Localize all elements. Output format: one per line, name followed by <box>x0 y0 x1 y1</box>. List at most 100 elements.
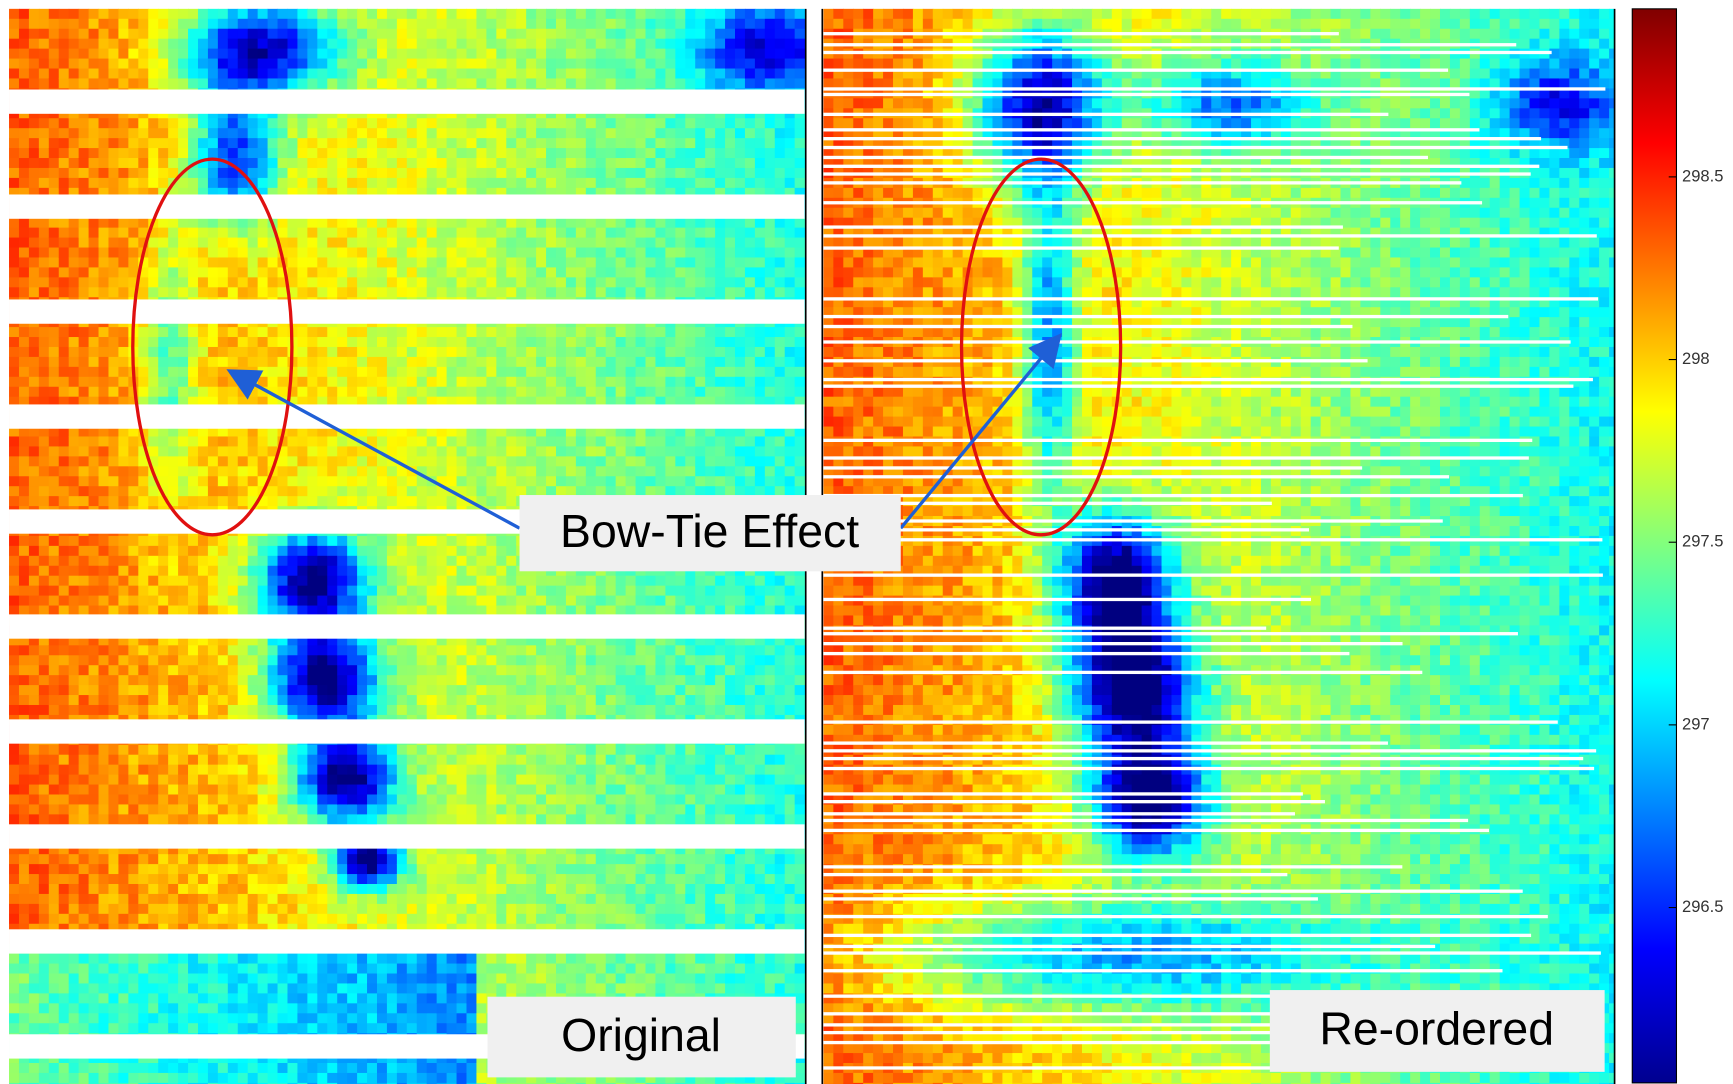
heatmap-cell <box>218 974 228 984</box>
heatmap-cell <box>287 1013 297 1023</box>
heatmap-cell <box>337 466 347 476</box>
heatmap-cell <box>228 178 238 188</box>
heatmap-cell <box>407 665 417 675</box>
heatmap-cell <box>99 29 109 39</box>
heatmap-cell <box>168 794 178 804</box>
heatmap-cell <box>118 765 128 775</box>
heatmap-cell <box>307 964 317 974</box>
heatmap-cell <box>99 894 109 904</box>
heatmap-cell <box>89 894 99 904</box>
heatmap-cell <box>79 884 89 894</box>
heatmap-cell <box>238 466 248 476</box>
heatmap-cell <box>99 665 109 675</box>
heatmap-cell <box>148 804 158 814</box>
heatmap-cell <box>158 854 168 864</box>
heatmap-cell <box>9 486 19 496</box>
heatmap-cell <box>128 596 138 606</box>
heatmap-cell <box>367 745 377 755</box>
heatmap-cell <box>208 277 218 287</box>
heatmap-cell <box>437 1073 447 1083</box>
heatmap-cell <box>148 1003 158 1013</box>
heatmap-cell <box>118 854 128 864</box>
heatmap-cell <box>218 456 228 466</box>
heatmap-cell <box>327 566 337 576</box>
heatmap-cell <box>208 794 218 804</box>
heatmap-cell <box>397 486 407 496</box>
heatmap-cell <box>248 59 258 69</box>
heatmap-cell <box>218 496 228 506</box>
heatmap-cell <box>248 1013 258 1023</box>
heatmap-cell <box>29 695 39 705</box>
heatmap-cell <box>327 596 337 606</box>
heatmap-cell <box>228 277 238 287</box>
heatmap-cell <box>367 138 377 148</box>
heatmap-cell <box>208 675 218 685</box>
heatmap-cell <box>218 536 228 546</box>
heatmap-cell <box>9 914 19 924</box>
heatmap-cell <box>447 238 457 248</box>
heatmap-cell <box>9 894 19 904</box>
heatmap-cell <box>118 347 128 357</box>
heatmap-cell <box>9 168 19 178</box>
heatmap-cell <box>357 675 367 685</box>
heatmap-cell <box>59 814 69 824</box>
heatmap-cell <box>287 745 297 755</box>
heatmap-cell <box>248 785 258 795</box>
heatmap-cell <box>39 446 49 456</box>
heatmap-cell <box>307 218 317 228</box>
heatmap-cell <box>178 128 188 138</box>
heatmap-cell <box>238 327 248 337</box>
heatmap-cell <box>387 596 397 606</box>
heatmap-cell <box>297 337 307 347</box>
heatmap-cell <box>29 218 39 228</box>
heatmap-cell <box>407 576 417 586</box>
heatmap-cell <box>138 665 148 675</box>
heatmap-cell <box>248 238 258 248</box>
heatmap-cell <box>417 29 427 39</box>
heatmap-cell <box>248 586 258 596</box>
heatmap-cell <box>317 904 327 914</box>
heatmap-cell <box>118 466 128 476</box>
heatmap-cell <box>287 39 297 49</box>
heatmap-cell <box>417 496 427 506</box>
heatmap-cell <box>238 347 248 357</box>
heatmap-cell <box>268 1003 278 1013</box>
heatmap-cell <box>188 914 198 924</box>
heatmap-cell <box>357 218 367 228</box>
heatmap-cell <box>218 287 228 297</box>
heatmap-cell <box>69 775 79 785</box>
heatmap-cell <box>457 655 467 665</box>
heatmap-cell <box>268 327 278 337</box>
heatmap-cell <box>228 1023 238 1033</box>
heatmap-cell <box>128 456 138 466</box>
heatmap-cell <box>19 69 29 79</box>
heatmap-cell <box>188 755 198 765</box>
heatmap-cell <box>238 874 248 884</box>
heatmap-cell <box>108 993 118 1003</box>
heatmap-cell <box>178 228 188 238</box>
heatmap-cell <box>208 496 218 506</box>
heatmap-cell <box>29 536 39 546</box>
heatmap-cell <box>278 695 288 705</box>
heatmap-cell <box>367 29 377 39</box>
heatmap-cell <box>447 745 457 755</box>
heatmap-cell <box>447 49 457 59</box>
heatmap-cell <box>278 576 288 586</box>
heatmap-cell <box>118 536 128 546</box>
heatmap-cell <box>377 327 387 337</box>
heatmap-cell <box>427 59 437 69</box>
heatmap-cell <box>188 864 198 874</box>
heatmap-cell <box>437 148 447 158</box>
heatmap-cell <box>297 49 307 59</box>
heatmap-cell <box>29 546 39 556</box>
heatmap-cell <box>307 983 317 993</box>
heatmap-cell <box>457 78 467 88</box>
heatmap-cell <box>138 39 148 49</box>
heatmap-cell <box>307 665 317 675</box>
heatmap-cell <box>397 884 407 894</box>
heatmap-cell <box>29 446 39 456</box>
heatmap-cell <box>397 367 407 377</box>
heatmap-cell <box>427 914 437 924</box>
heatmap-cell <box>437 29 447 39</box>
heatmap-cell <box>29 29 39 39</box>
